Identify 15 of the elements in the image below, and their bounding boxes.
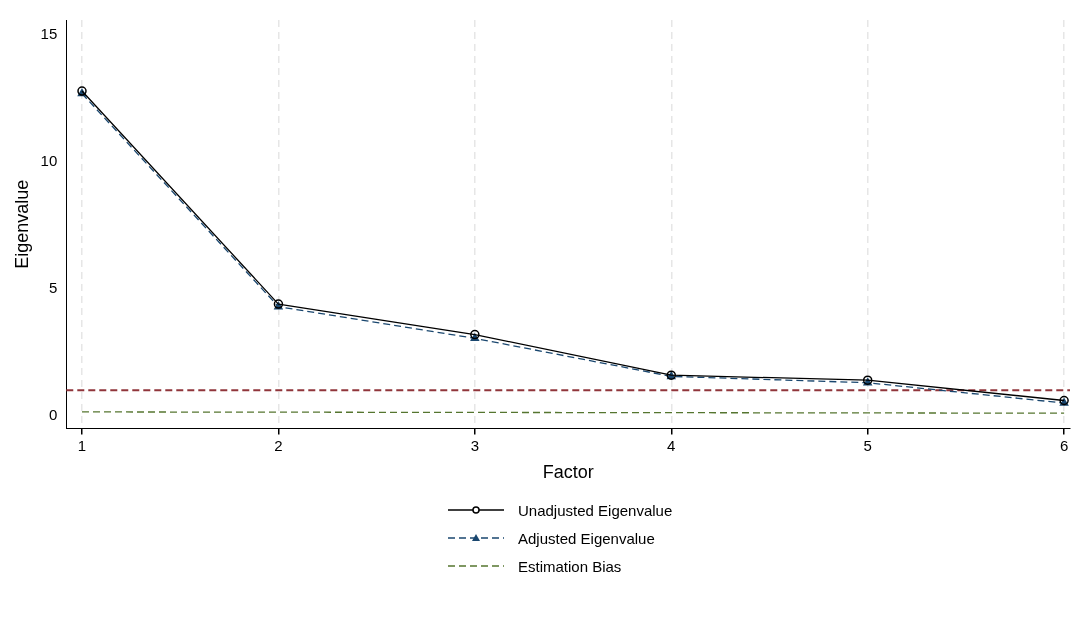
y-axis-title: Eigenvalue — [11, 179, 32, 269]
legend-label: Unadjusted Eigenvalue — [518, 501, 673, 519]
legend-label: Adjusted Eigenvalue — [518, 529, 655, 547]
y-tick-label: 15 — [40, 25, 58, 43]
x-tick-label: 4 — [667, 436, 676, 454]
legend-label: Estimation Bias — [518, 557, 622, 575]
x-tick-label: 6 — [1059, 436, 1069, 454]
x-tick-label: 2 — [274, 436, 283, 454]
x-tick-label: 5 — [863, 436, 872, 454]
x-tick-label: 1 — [77, 436, 87, 454]
x-tick-label: 3 — [470, 436, 480, 454]
y-tick-label: 0 — [48, 405, 58, 423]
x-axis-title: Factor — [542, 462, 594, 483]
y-tick-label: 5 — [48, 279, 58, 297]
y-tick-label: 10 — [40, 152, 58, 170]
